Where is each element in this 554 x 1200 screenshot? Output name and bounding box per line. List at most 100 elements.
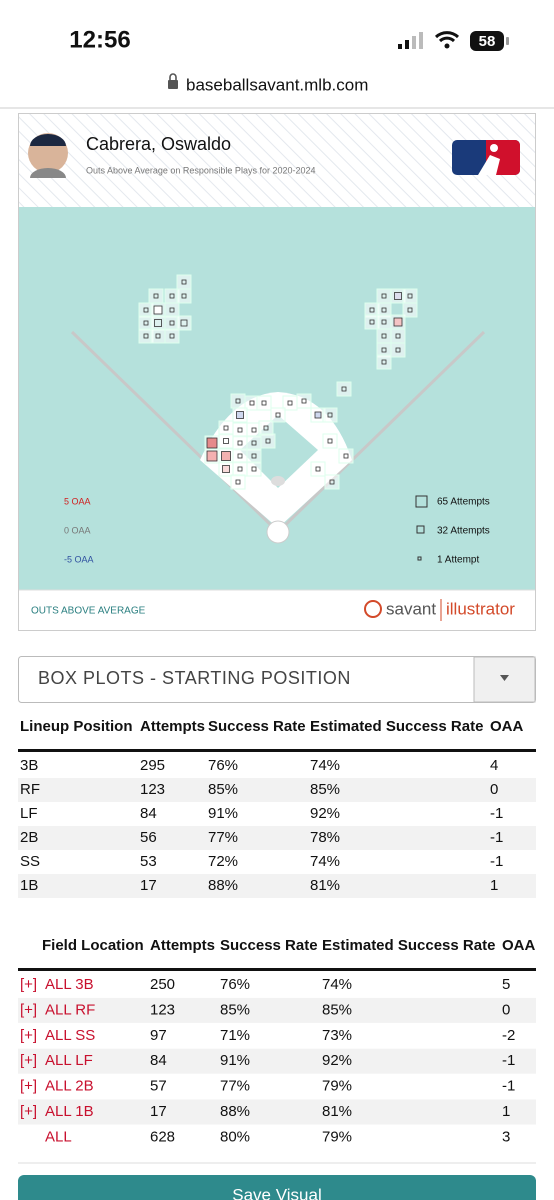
square xyxy=(169,333,175,339)
lock-shackle xyxy=(169,73,177,80)
row-toggle[interactable]: [+] xyxy=(20,1001,37,1018)
player-cap xyxy=(30,134,66,146)
dropdown-label[interactable]: BOX PLOTS - STARTING POSITION xyxy=(38,668,351,688)
cell: 78% xyxy=(310,829,340,846)
square-cell xyxy=(296,393,312,409)
square xyxy=(143,307,149,313)
square xyxy=(169,293,175,299)
cell: 56 xyxy=(140,829,157,846)
column-header: Lineup Position xyxy=(20,718,133,735)
cell: 76% xyxy=(208,757,238,774)
square-cell xyxy=(232,435,248,451)
row-shade xyxy=(18,1048,536,1074)
square xyxy=(381,347,387,353)
cell: 73% xyxy=(322,1027,352,1044)
cell: 250 xyxy=(150,976,175,993)
square xyxy=(237,453,243,459)
cell: 91% xyxy=(208,805,238,822)
row-toggle[interactable]: [+] xyxy=(20,1027,37,1044)
row-toggle[interactable]: [+] xyxy=(20,976,37,993)
square xyxy=(206,437,218,449)
location: ALL xyxy=(45,1128,72,1145)
row-shade xyxy=(18,997,536,1023)
column-header: Success Rate xyxy=(220,937,318,954)
cell: 1 xyxy=(502,1103,510,1120)
square xyxy=(236,411,244,419)
brand-right: illustrator xyxy=(446,599,515,618)
cell: 295 xyxy=(140,757,165,774)
cell: 81% xyxy=(310,877,340,894)
square-cell xyxy=(402,288,418,304)
cell: -1 xyxy=(490,829,503,846)
lock-icon xyxy=(168,80,178,89)
play-squares xyxy=(138,274,418,490)
square xyxy=(381,307,387,313)
square xyxy=(395,333,401,339)
square-cell xyxy=(338,448,354,464)
square xyxy=(237,427,243,433)
battery-tip xyxy=(506,37,509,45)
cell: 79% xyxy=(322,1078,352,1095)
cell: 123 xyxy=(150,1001,175,1018)
square-cell xyxy=(324,474,340,490)
square xyxy=(221,451,231,461)
mlb-logo xyxy=(452,140,520,175)
location: ALL 2B xyxy=(45,1078,94,1095)
location: ALL 3B xyxy=(45,976,94,993)
cell: 77% xyxy=(220,1078,250,1095)
tables: Lineup Position Attempts Success Rate Estim… xyxy=(18,718,536,1164)
dropdown-arrow xyxy=(500,675,509,681)
square-cell xyxy=(150,328,166,344)
brand-left: savant xyxy=(386,599,436,618)
square xyxy=(235,479,241,485)
save-button-label[interactable]: Save Visual xyxy=(232,1185,321,1200)
cell: 72% xyxy=(208,853,238,870)
square xyxy=(314,411,322,419)
square xyxy=(143,333,149,339)
square xyxy=(237,440,243,446)
square-cell xyxy=(176,274,192,290)
cell: 88% xyxy=(208,877,238,894)
cell: -1 xyxy=(502,1052,515,1069)
signal xyxy=(398,32,423,49)
square xyxy=(341,386,347,392)
battery xyxy=(470,31,504,51)
row-toggle[interactable]: [+] xyxy=(20,1078,37,1095)
cell: 97 xyxy=(150,1027,167,1044)
battery-level: 58 xyxy=(479,33,496,50)
square-cell xyxy=(164,302,180,318)
cell: 80% xyxy=(220,1128,250,1145)
cell: -1 xyxy=(490,805,503,822)
cell: 53 xyxy=(140,853,157,870)
square xyxy=(394,292,402,300)
cell: 628 xyxy=(150,1128,175,1145)
row-toggle[interactable]: [+] xyxy=(20,1052,37,1069)
square xyxy=(181,293,187,299)
home-plate xyxy=(266,520,290,544)
cell: 57 xyxy=(150,1078,167,1095)
square xyxy=(251,427,257,433)
square-cell xyxy=(218,433,234,449)
square xyxy=(263,425,269,431)
cell: 0 xyxy=(502,1001,510,1018)
square-cell xyxy=(376,314,392,330)
cell: -2 xyxy=(502,1027,515,1044)
column-header: Attempts xyxy=(150,937,215,954)
url[interactable]: baseballsavant.mlb.com xyxy=(186,75,368,94)
save-button[interactable] xyxy=(18,1175,536,1200)
square-cell xyxy=(322,433,338,449)
square xyxy=(169,320,175,326)
square xyxy=(343,453,349,459)
cell: 76% xyxy=(220,976,250,993)
square xyxy=(153,293,159,299)
square-cell xyxy=(232,448,248,464)
cell: 71% xyxy=(220,1027,250,1044)
row-toggle[interactable]: [+] xyxy=(20,1103,37,1120)
card-header xyxy=(19,114,535,207)
square xyxy=(153,305,163,315)
square xyxy=(315,466,321,472)
square xyxy=(369,307,375,313)
column-header: OAA xyxy=(502,937,536,954)
cell: 0 xyxy=(490,781,498,798)
cell: LF xyxy=(20,805,38,822)
